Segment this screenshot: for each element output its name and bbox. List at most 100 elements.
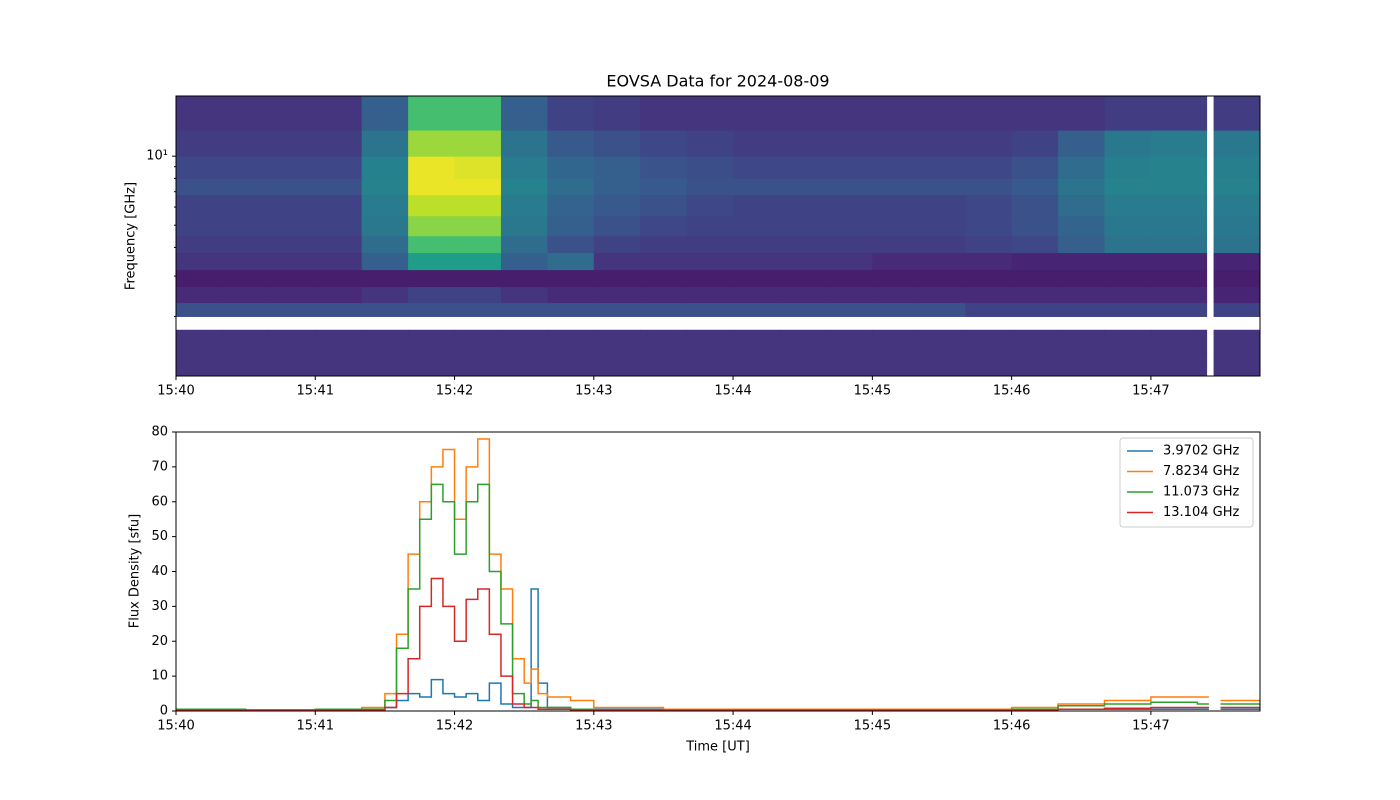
heatmap-cell [222, 329, 270, 353]
heatmap-cell [1213, 235, 1260, 254]
heatmap-cell [408, 269, 456, 288]
heatmap-cell [1011, 96, 1059, 131]
heatmap-cell [222, 302, 270, 317]
heatmap-cell [825, 178, 873, 196]
heatmap-cell [547, 156, 595, 179]
heatmap-cell [1011, 194, 1059, 217]
heatmap-cell [222, 215, 270, 237]
heatmap-cell [1011, 215, 1059, 237]
heatmap-cell [1058, 130, 1105, 157]
heatmap-cell [454, 286, 502, 304]
heatmap-cell [825, 252, 873, 271]
axes-frame [175, 431, 1261, 712]
heatmap-cell [1058, 156, 1105, 179]
heatmap-cell [361, 178, 409, 196]
x-tick-label: 15:46 [993, 719, 1030, 734]
heatmap-cell [686, 178, 734, 196]
x-tick-label: 15:41 [297, 384, 334, 399]
heatmap-cell [593, 194, 641, 217]
heatmap-cell [1150, 215, 1198, 237]
heatmap-cell [176, 194, 223, 217]
heatmap-cell [640, 235, 688, 254]
heatmap-cell [733, 130, 781, 157]
heatmap-cell [918, 178, 966, 196]
heatmap-cell [268, 96, 316, 131]
heatmap-cell [825, 329, 873, 353]
heatmap-cell [268, 235, 316, 254]
heatmap-cell [733, 286, 781, 304]
heatmap-cell [825, 130, 873, 157]
heatmap-cell [1104, 235, 1152, 254]
heatmap-cell [1213, 286, 1260, 304]
x-tick-label: 15:45 [854, 384, 891, 399]
heatmap-cell [268, 269, 316, 288]
heatmap-cell [965, 156, 1013, 179]
heatmap-cell [733, 215, 781, 237]
heatmap-cell [1058, 178, 1105, 196]
heatmap-cell [640, 178, 688, 196]
heatmap-cell [176, 156, 223, 179]
heatmap-cell [825, 156, 873, 179]
heatmap-cell [500, 252, 548, 271]
heatmap-cell [222, 235, 270, 254]
y-tick-label: 70 [151, 459, 168, 474]
heatmap-cell [872, 302, 920, 317]
heatmap-cell [315, 351, 363, 376]
heatmap-cell [361, 215, 409, 237]
heatmap-cell [547, 178, 595, 196]
heatmap-cell [547, 329, 595, 353]
heatmap-cell [1058, 269, 1105, 288]
heatmap-cell [872, 329, 920, 353]
heatmap-cell [408, 130, 456, 157]
heatmap-cell [222, 252, 270, 271]
plot-area [176, 438, 1260, 711]
heatmap-cell [1150, 302, 1198, 317]
heatmap-cell [1011, 235, 1059, 254]
heatmap-cell [1104, 178, 1152, 196]
heatmap-cell [176, 329, 223, 353]
heatmap-cell [1197, 329, 1208, 353]
heatmap-cell [640, 329, 688, 353]
heatmap-cell [222, 178, 270, 196]
heatmap-cell [918, 156, 966, 179]
heatmap-cell [593, 351, 641, 376]
heatmap-cell [733, 252, 781, 271]
heatmap-cell [779, 351, 827, 376]
heatmap-cell [454, 96, 502, 131]
heatmap-cell [315, 286, 363, 304]
heatmap-cell [361, 286, 409, 304]
heatmap-cell [1197, 286, 1208, 304]
heatmap-cell [733, 269, 781, 288]
heatmap-cell [733, 329, 781, 353]
heatmap-cell [315, 252, 363, 271]
heatmap-cell [1011, 252, 1059, 271]
heatmap-cell [825, 351, 873, 376]
heatmap-cell [176, 351, 223, 376]
heatmap-cell [686, 351, 734, 376]
heatmap-cell [547, 194, 595, 217]
heatmap-cell [454, 269, 502, 288]
heatmap-cell [268, 194, 316, 217]
heatmap-cell [918, 286, 966, 304]
heatmap-cell [361, 130, 409, 157]
heatmap-cell [686, 235, 734, 254]
heatmap-cell [315, 178, 363, 196]
heatmap-cell [640, 269, 688, 288]
heatmap-cell [1213, 252, 1260, 271]
heatmap-cell [733, 235, 781, 254]
heatmap-cell [176, 130, 223, 157]
heatmap-cell [918, 130, 966, 157]
legend: 3.9702 GHz 7.8234 GHz 11.073 GHz 13.104 GHz [1119, 437, 1254, 528]
heatmap-cell [454, 351, 502, 376]
heatmap-cell [1197, 130, 1208, 157]
heatmap-cell [1058, 286, 1105, 304]
heatmap-cell [1011, 156, 1059, 179]
legend-label: 3.9702 GHz [1163, 444, 1239, 459]
series-line [1220, 706, 1260, 709]
heatmap-cell [779, 96, 827, 131]
heatmap-cell [1213, 215, 1260, 237]
heatmap-cell [176, 235, 223, 254]
heatmap-cell [733, 302, 781, 317]
heatmap-cell [1011, 351, 1059, 376]
heatmap-cell [500, 178, 548, 196]
